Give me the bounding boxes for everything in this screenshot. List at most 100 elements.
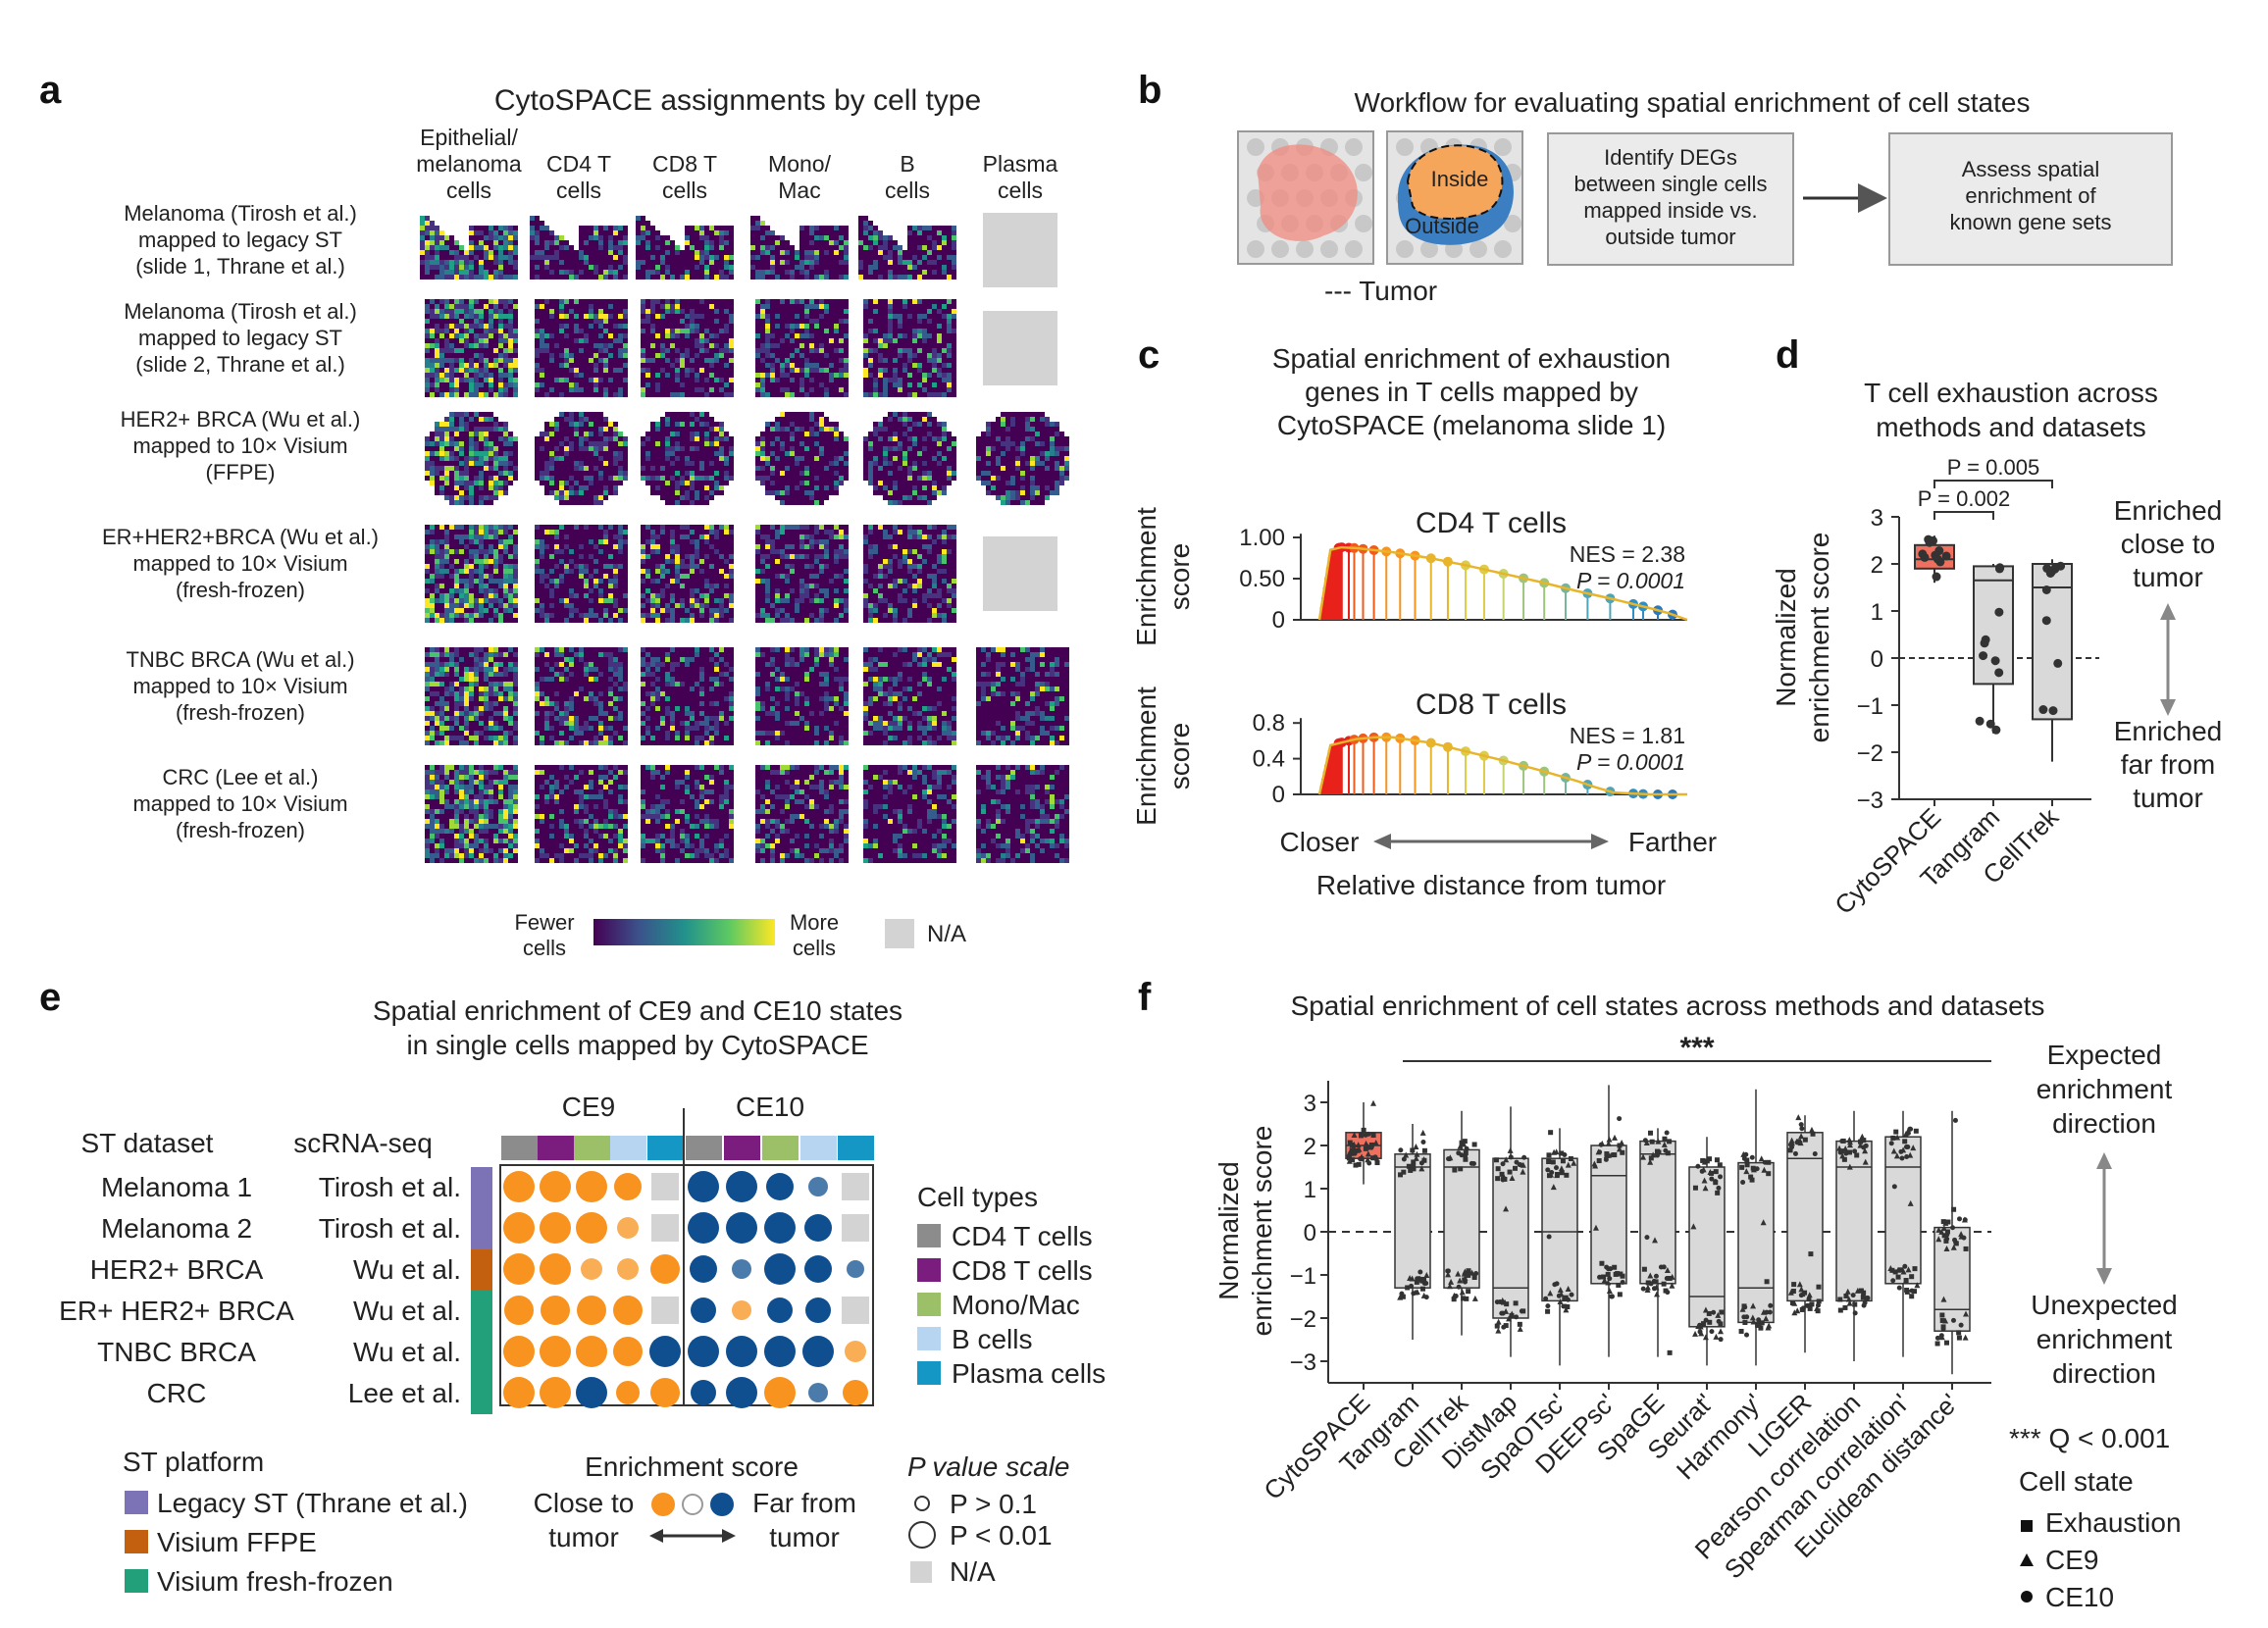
point-exhaustion xyxy=(1941,1233,1947,1239)
point-ce9 xyxy=(1661,1141,1668,1147)
point-exhaustion xyxy=(1766,1171,1772,1177)
point-ce9 xyxy=(1372,1139,1379,1145)
point-ce9 xyxy=(1355,1142,1362,1148)
na-swatch xyxy=(885,919,914,948)
point-ce9 xyxy=(1702,1306,1709,1313)
celltype-label-5: Plasma cells xyxy=(952,1358,1106,1389)
point-exhaustion xyxy=(1466,1268,1471,1274)
point-exhaustion xyxy=(1398,1172,1404,1178)
point-exhaustion xyxy=(1513,1165,1519,1171)
pvalue-label: P = 0.0001 xyxy=(1576,749,1685,775)
point-ce10 xyxy=(1569,1292,1574,1297)
point-ce9 xyxy=(1910,1145,1917,1151)
data-point xyxy=(2053,658,2063,668)
point-exhaustion xyxy=(1548,1130,1554,1136)
pvalue-2: P = 0.005 xyxy=(1947,455,2039,480)
p-big-label: P > 0.1 xyxy=(950,1489,1037,1519)
spot xyxy=(1247,138,1264,156)
point-ce9 xyxy=(1655,1138,1662,1145)
point-ce9 xyxy=(1796,1281,1803,1288)
point-exhaustion xyxy=(1701,1321,1707,1327)
na-tile xyxy=(983,536,1057,611)
point-ce9 xyxy=(1363,1140,1369,1146)
tissue-map-r4-c2 xyxy=(535,525,628,623)
point-exhaustion xyxy=(1715,1190,1721,1196)
point-ce9 xyxy=(1503,1205,1510,1212)
platform-label-1: Legacy ST (Thrane et al.) xyxy=(157,1488,468,1518)
point-exhaustion xyxy=(1939,1318,1945,1324)
tissue-map-r6-c5 xyxy=(863,765,956,863)
enrichment-dot xyxy=(613,1296,643,1325)
tissue-map-r5-c2 xyxy=(535,647,628,745)
enrichment-dot xyxy=(503,1377,535,1408)
identify-degs-box xyxy=(1547,132,1794,266)
panel-a-tissue-maps xyxy=(420,213,1069,863)
close-label-line-1: Close to xyxy=(534,1488,635,1518)
panel-d-title: T cell exhaustion across methods and data… xyxy=(1864,378,2158,442)
point-ce9 xyxy=(1739,1305,1746,1312)
platform-label-2: Visium FFPE xyxy=(157,1527,317,1557)
point-ce10 xyxy=(1420,1139,1426,1145)
spot xyxy=(1504,215,1521,232)
tissue-map-r5-c3 xyxy=(641,647,734,745)
point-exhaustion xyxy=(1645,1280,1651,1286)
point-ce9 xyxy=(1935,1236,1942,1243)
point-exhaustion xyxy=(1665,1150,1671,1156)
point-ce10 xyxy=(1864,1296,1870,1301)
box xyxy=(1541,1157,1578,1302)
enrichment-dot xyxy=(691,1380,716,1405)
panel-d-ylabel-line-2: enrichment score xyxy=(1804,533,1834,743)
point-exhaustion xyxy=(1410,1147,1416,1153)
point-exhaustion xyxy=(1893,1129,1899,1135)
point-exhaustion xyxy=(1841,1156,1847,1162)
point-ce10 xyxy=(1608,1266,1614,1272)
point-ce10 xyxy=(1553,1165,1559,1171)
point-exhaustion xyxy=(1370,1155,1376,1161)
expected-direction-line-3: direction xyxy=(2052,1108,2156,1139)
point-ce9 xyxy=(1403,1151,1410,1158)
gsea-ylabel-line-1: Enrichment xyxy=(1131,687,1161,826)
point-ce9 xyxy=(1806,1292,1813,1298)
point-ce10 xyxy=(1663,1147,1669,1153)
point-ce9 xyxy=(1765,1324,1772,1331)
close-label-line-2: tumor xyxy=(548,1522,619,1552)
column-header-1-line-3: cells xyxy=(446,178,491,203)
point-ce9 xyxy=(1846,1139,1853,1145)
point-ce10 xyxy=(1890,1278,1896,1284)
point-ce9 xyxy=(1940,1296,1947,1302)
p-big-circle xyxy=(914,1496,930,1511)
point-ce9 xyxy=(1459,1289,1466,1296)
row-label-5-line-3: (fresh-frozen) xyxy=(176,700,305,725)
panel-f-boxplot: Normalized enrichment score3210−1−2−3***C… xyxy=(1213,1032,1991,1585)
point-ce10 xyxy=(1518,1162,1523,1168)
point-ce9 xyxy=(1418,1165,1425,1172)
ytick-label: −3 xyxy=(1290,1349,1316,1376)
point-ce10 xyxy=(1611,1152,1617,1158)
point-exhaustion xyxy=(1719,1309,1725,1315)
point-exhaustion xyxy=(1795,1139,1801,1145)
point-exhaustion xyxy=(1789,1299,1795,1305)
panel-letter-f: f xyxy=(1138,976,1152,1019)
point-ce10 xyxy=(1888,1141,1894,1146)
celltype-header-swatch xyxy=(647,1136,684,1160)
point-exhaustion xyxy=(1451,1297,1457,1302)
point-ce10 xyxy=(1664,1130,1670,1136)
point-ce9 xyxy=(1643,1139,1650,1145)
point-exhaustion xyxy=(1750,1165,1756,1171)
platform-label-3: Visium fresh-frozen xyxy=(157,1566,393,1597)
point-exhaustion xyxy=(1963,1246,1969,1251)
point-exhaustion xyxy=(1495,1166,1501,1172)
enriched-close-line-3: tumor xyxy=(2133,562,2203,592)
point-exhaustion xyxy=(1613,1271,1619,1277)
enrichment-dot xyxy=(504,1296,534,1325)
point-ce9 xyxy=(1669,1273,1675,1280)
point-ce9 xyxy=(1603,1151,1610,1158)
point-ce9 xyxy=(1412,1289,1418,1296)
celltype-header-swatch xyxy=(762,1136,799,1160)
gsea-plot-2: CD8 T cells Enrichment score 0.8 0.4 0 NES = 1… xyxy=(1131,687,1687,826)
point-ce10 xyxy=(1904,1153,1910,1159)
spot xyxy=(1494,138,1512,156)
point-exhaustion xyxy=(1951,1206,1957,1212)
row-label-1-line-2: mapped to legacy ST xyxy=(138,228,342,252)
point-ce10 xyxy=(1368,1145,1374,1150)
